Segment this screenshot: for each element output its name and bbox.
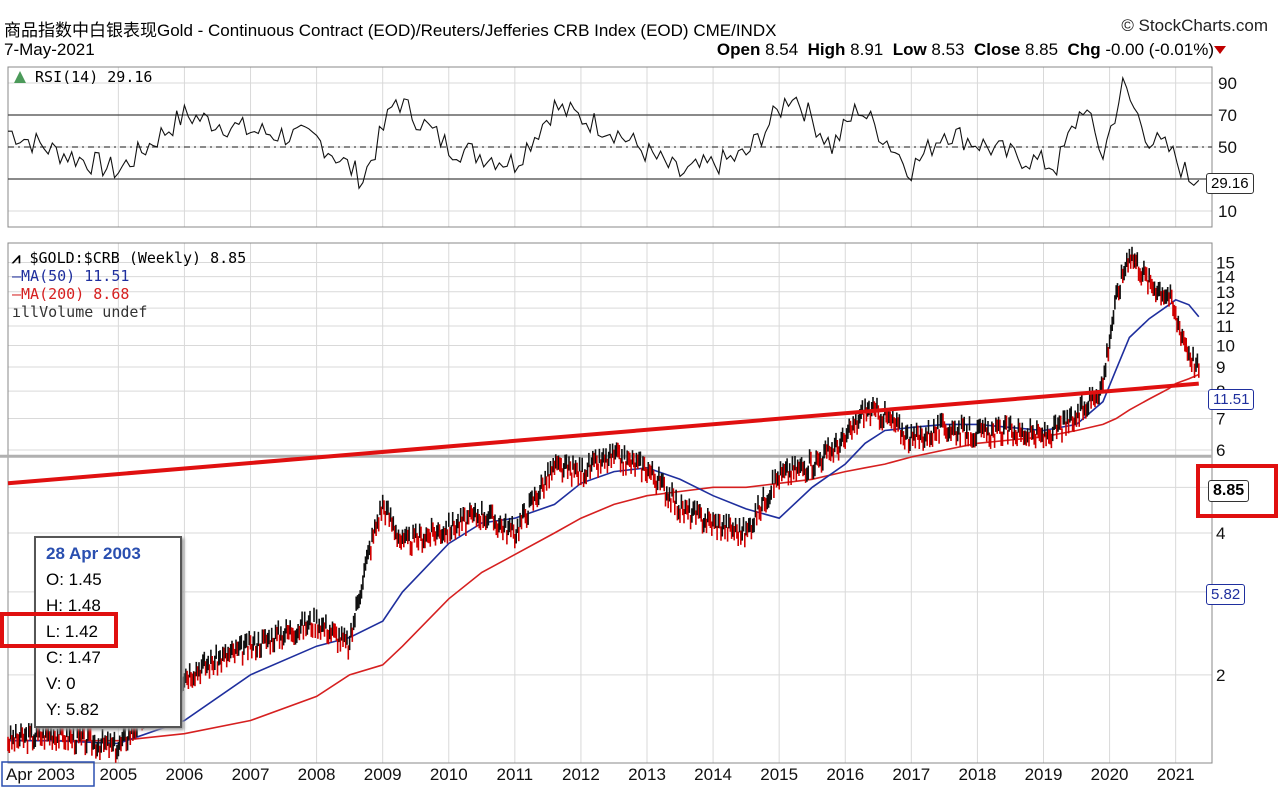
price-series [7, 246, 1200, 763]
rsi-y-tick-label: 70 [1218, 106, 1237, 125]
rsi-y-tick-label: 90 [1218, 74, 1237, 93]
rsi-legend: RSI(14) 29.16 [14, 68, 152, 86]
rsi-y-tick-label: 10 [1218, 202, 1237, 221]
open-label: Open [716, 40, 761, 59]
x-tick-label: 2007 [232, 765, 270, 784]
chg-label: Chg [1067, 40, 1101, 59]
rsi-y-tick-label: 50 [1218, 138, 1237, 157]
x-tick-label: 2018 [958, 765, 996, 784]
volume-label: Volume undef [39, 303, 148, 321]
x-tick-label: 2005 [99, 765, 137, 784]
close-highlight-box [1196, 464, 1278, 518]
price-y-tick-label: 15 [1216, 254, 1235, 273]
x-tick-label: 2013 [628, 765, 666, 784]
open-value: 8.54 [765, 40, 799, 59]
x-tick-label: 2020 [1091, 765, 1129, 784]
close-label: Close [973, 40, 1021, 59]
low-highlight-box [0, 612, 118, 648]
rsi-series [8, 75, 1200, 190]
ma200-line [8, 373, 1200, 742]
x-tick-label: 2012 [562, 765, 600, 784]
x-tick-label: 2006 [166, 765, 204, 784]
chart-date: 7-May-2021 [4, 40, 95, 59]
x-tick-label: 2019 [1025, 765, 1063, 784]
price-legend: ⩘ $GOLD:$CRB (Weekly) 8.85 —MA(50) 11.51… [12, 249, 246, 321]
price-label: $GOLD:$CRB (Weekly) 8.85 [29, 249, 247, 267]
x-first-label-box [1, 761, 95, 787]
tooltip-open: O: 1.45 [46, 570, 102, 589]
x-tick-label: 2017 [892, 765, 930, 784]
tooltip-y: Y: 5.82 [46, 700, 99, 719]
price-y-tick-label: 14 [1216, 268, 1235, 287]
close-tag: 8.85 [1208, 480, 1250, 502]
price-y-tick-label: 9 [1216, 358, 1225, 377]
grid [8, 67, 1212, 763]
x-tick-label: 2011 [497, 765, 534, 784]
ma50-line [8, 298, 1200, 745]
price-y-tick-label: 12 [1216, 299, 1235, 318]
ma50-series [8, 298, 1200, 745]
rsi-line [8, 75, 1200, 190]
tooltip-high: H: 1.48 [46, 596, 101, 615]
x-axis: Apr 2003 2005 2006 2007 2008 2009 2010 2011 2012… [1, 761, 1195, 787]
rsi-y-ticks: 90 70 50 10 [1218, 74, 1237, 221]
price-y-tick-label: 4 [1216, 524, 1225, 543]
x-first-label: Apr 2003 [6, 765, 75, 784]
price-y-tick-label: 7 [1216, 409, 1225, 428]
price-panel-frame [7, 242, 1213, 764]
stockcharts-watermark: © StockCharts.com [1121, 16, 1268, 35]
chg-value: -0.00 (-0.01%) [1105, 40, 1214, 59]
level-tag: 5.82 [1206, 584, 1246, 605]
x-tick-label: 2008 [298, 765, 336, 784]
x-tick-label: 2015 [760, 765, 798, 784]
ma200-swatch-icon: — [12, 285, 22, 303]
rsi-mountain-icon [14, 71, 26, 83]
volume-icon: ıll [12, 303, 40, 321]
chart-title: 商品指数中白银表现Gold - Continuous Contract (EOD… [4, 21, 777, 40]
ma50-swatch-icon: — [12, 267, 22, 285]
x-tick-label: 2016 [826, 765, 864, 784]
x-tick-label: 2010 [430, 765, 468, 784]
price-y-ticks: 15141312111098765432 [1216, 254, 1235, 685]
ma200-label: MA(200) 8.68 [21, 285, 130, 303]
ohlc-summary: Open 8.54 High 8.91 Low 8.53 Close 8.85 … [717, 40, 1214, 60]
tooltip-volume: V: 0 [46, 674, 76, 693]
price-y-tick-label: 6 [1216, 441, 1225, 460]
rsi-current-tag: 29.16 [1206, 173, 1254, 194]
x-tick-label: 2009 [364, 765, 402, 784]
high-label: High [807, 40, 846, 59]
ma50-tag: 11.51 [1208, 389, 1255, 410]
down-arrow-icon [1214, 46, 1226, 54]
tooltip-close: C: 1.47 [46, 648, 101, 667]
bar-chart-icon: ⩘ [12, 249, 21, 267]
price-y-tick-label: 11 [1216, 317, 1234, 336]
rsi-levels [8, 114, 1212, 180]
x-tick-label: 2021 [1157, 765, 1195, 784]
trendline [7, 381, 1199, 486]
tooltip-date: 28 Apr 2003 [46, 544, 141, 563]
price-y-tick-label: 13 [1216, 283, 1235, 302]
price-y-tick-label: 10 [1216, 336, 1235, 355]
low-label: Low [892, 40, 927, 59]
rsi-label: RSI(14) 29.16 [35, 68, 153, 86]
ma50-label: MA(50) 11.51 [21, 267, 130, 285]
close-value: 8.85 [1025, 40, 1059, 59]
price-y-tick-label: 2 [1216, 666, 1225, 685]
low-value: 8.53 [931, 40, 965, 59]
ma200-series [8, 373, 1200, 742]
data-tooltip: 28 Apr 2003 O: 1.45 H: 1.48 L: 1.42 C: 1… [34, 536, 182, 728]
tooltip-low: L: 1.42 [46, 622, 98, 641]
high-value: 8.91 [850, 40, 884, 59]
x-tick-label: 2014 [694, 765, 732, 784]
trendline-annotation [7, 381, 1199, 486]
